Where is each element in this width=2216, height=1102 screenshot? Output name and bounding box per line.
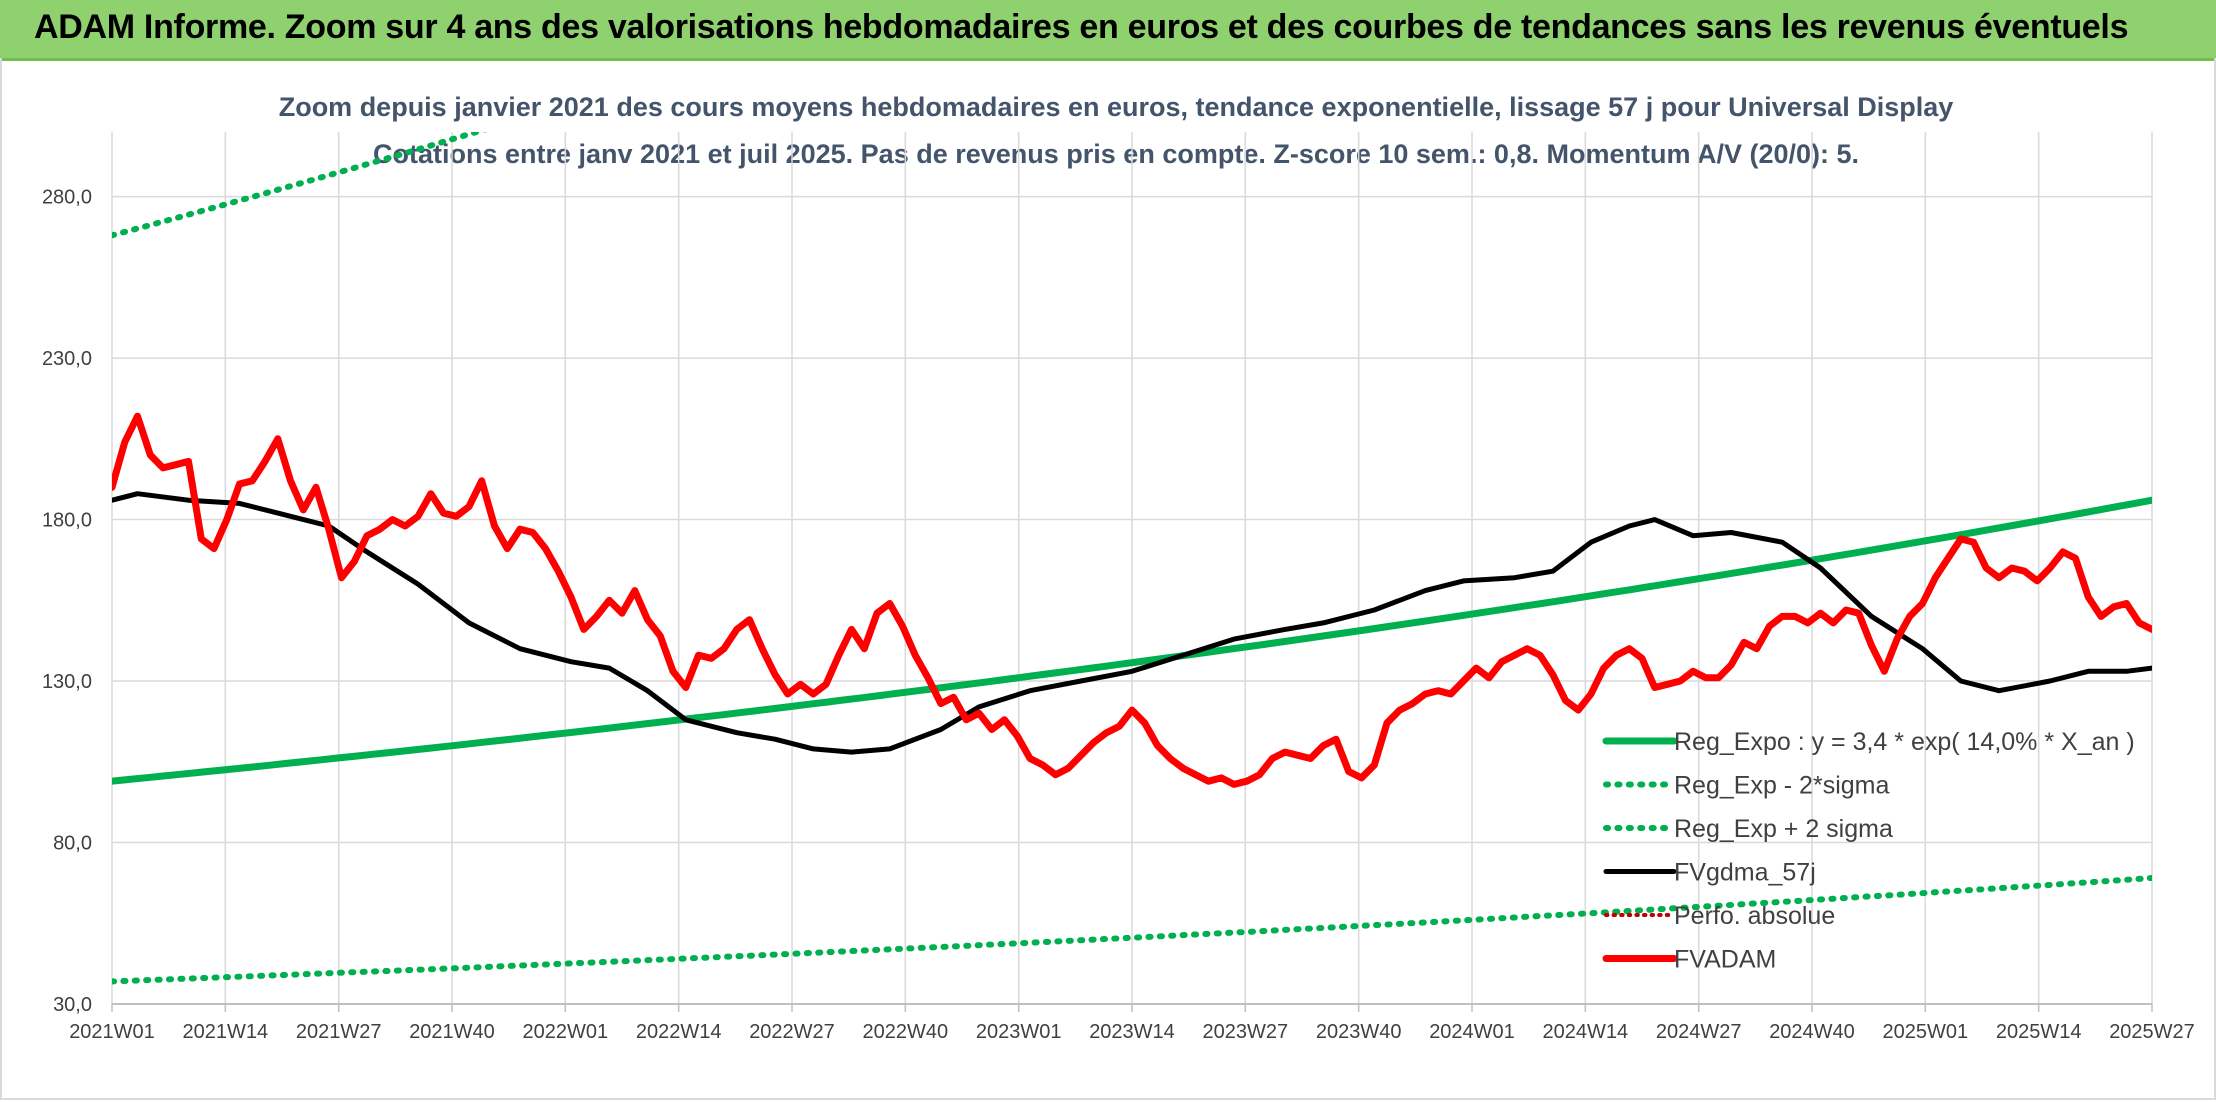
y-tick-label: 80,0 — [53, 833, 92, 855]
series-line-3 — [112, 491, 2152, 755]
x-tick-label: 2021W14 — [183, 1021, 269, 1043]
axis-layer: 30,0 80,0 130,0 180,0 230,0 280,0 2021W01 2021W… — [42, 187, 2195, 1043]
x-tick-label: 2023W27 — [1203, 1021, 1289, 1043]
legend: Reg_Expo : y = 3,4 * exp( 14,0% * X_an )… — [1602, 728, 2135, 974]
chart-title-line1: Zoom depuis janvier 2021 des cours moyen… — [279, 92, 1954, 122]
grid-layer — [111, 132, 2153, 1005]
x-tick-label: 2025W01 — [1883, 1021, 1969, 1043]
legend-label-1: Reg_Exp - 2*sigma — [1674, 772, 1889, 800]
y-tick-label: 230,0 — [42, 348, 92, 370]
x-tick-label: 2024W40 — [1769, 1021, 1855, 1043]
series-line-2 — [112, 132, 487, 239]
report-banner: ADAM Informe. Zoom sur 4 ans des valoris… — [0, 0, 2216, 61]
y-tick-label: 30,0 — [53, 994, 92, 1016]
chart-title-line2: Cotations entre janv 2021 et juil 2025. … — [373, 139, 1859, 169]
x-tick-label: 2024W01 — [1429, 1021, 1515, 1043]
x-tick-label: 2022W27 — [749, 1021, 835, 1043]
x-tick-label: 2023W01 — [976, 1021, 1062, 1043]
legend-label-4: Perfo. absolue — [1674, 902, 1835, 930]
x-tick-label: 2025W27 — [2109, 1021, 2195, 1043]
series-layer — [112, 132, 2152, 985]
legend-label-2: Reg_Exp + 2 sigma — [1674, 815, 1893, 843]
x-tick-label: 2021W27 — [296, 1021, 382, 1043]
x-tick-label: 2023W40 — [1316, 1021, 1402, 1043]
legend-label-5: FVADAM — [1674, 946, 1776, 974]
x-tick-label: 2024W27 — [1656, 1021, 1742, 1043]
x-tick-label: 2022W14 — [636, 1021, 722, 1043]
x-tick-label: 2021W01 — [69, 1021, 155, 1043]
x-tick-label: 2024W14 — [1543, 1021, 1629, 1043]
series-line-1 — [112, 875, 2152, 985]
chart-frame — [0, 58, 2216, 1100]
x-tick-label: 2021W40 — [409, 1021, 495, 1043]
x-tick-label: 2022W01 — [523, 1021, 609, 1043]
report-title: ADAM Informe. Zoom sur 4 ans des valoris… — [34, 8, 2129, 46]
x-tick-label: 2025W14 — [1996, 1021, 2082, 1043]
legend-label-0: Reg_Expo : y = 3,4 * exp( 14,0% * X_an ) — [1674, 728, 2135, 756]
x-tick-label: 2023W14 — [1089, 1021, 1175, 1043]
series-line-5 — [112, 412, 2152, 788]
x-tick-label: 2022W40 — [863, 1021, 949, 1043]
y-tick-label: 280,0 — [42, 187, 92, 209]
y-tick-label: 180,0 — [42, 510, 92, 532]
legend-label-3: FVgdma_57j — [1674, 859, 1816, 887]
y-tick-label: 130,0 — [42, 671, 92, 693]
